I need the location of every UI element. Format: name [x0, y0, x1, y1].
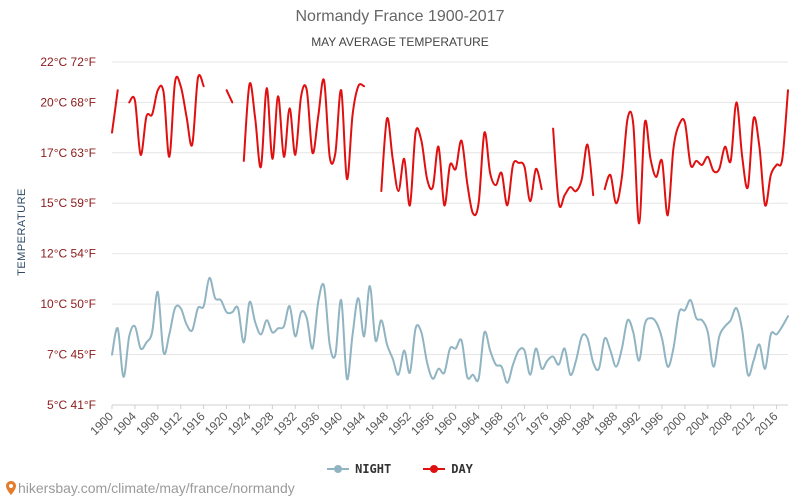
location-pin-icon — [6, 481, 16, 495]
x-tick-label: 1928 — [248, 409, 277, 438]
x-tick-label: 1908 — [133, 409, 162, 438]
x-tick-label: 1992 — [614, 409, 643, 438]
series-line-day — [111, 89, 119, 134]
series-line-day — [552, 127, 595, 209]
x-tick-label: 2000 — [660, 409, 689, 438]
x-tick-label: 2004 — [683, 409, 712, 438]
legend: NIGHT DAY — [0, 462, 800, 476]
x-tick-label: 1936 — [294, 409, 323, 438]
chart-title: Normandy France 1900-2017 — [295, 8, 505, 25]
x-tick-label: 1924 — [225, 409, 254, 438]
y-tick-label: 15°C 59°F — [40, 196, 96, 210]
x-tick-label: 1912 — [156, 409, 185, 438]
source-text: hikersbay.com/climate/may/france/normand… — [18, 480, 295, 496]
source-link[interactable]: hikersbay.com/climate/may/france/normand… — [6, 480, 295, 496]
x-tick-label: 1980 — [546, 409, 575, 438]
x-tick-label: 1948 — [362, 409, 391, 438]
x-tick-label: 1952 — [385, 409, 414, 438]
x-tick-label: 1904 — [110, 409, 139, 438]
x-tick-label: 1976 — [523, 409, 552, 438]
legend-item-day[interactable]: DAY — [423, 462, 473, 476]
legend-label-night: NIGHT — [355, 462, 392, 476]
series-line-day — [603, 89, 789, 225]
y-tick-label: 20°C 68°F — [40, 95, 96, 109]
series-line-day — [225, 89, 234, 104]
x-tick-label: 1972 — [500, 409, 529, 438]
x-tick-label: 1932 — [271, 409, 300, 438]
y-tick-label: 12°C 54°F — [40, 247, 96, 261]
series-line-night — [111, 276, 789, 384]
chart-subtitle: MAY AVERAGE TEMPERATURE — [311, 35, 489, 49]
x-tick-label: 1960 — [431, 409, 460, 438]
y-tick-label: 10°C 50°F — [40, 297, 96, 311]
y-tick-label: 5°C 41°F — [47, 398, 96, 412]
x-tick-label: 1956 — [408, 409, 437, 438]
x-tick-label: 1988 — [591, 409, 620, 438]
x-tick-label: 1996 — [637, 409, 666, 438]
legend-marker-day-icon — [423, 464, 446, 474]
y-tick-label: 7°C 45°F — [47, 348, 96, 362]
legend-label-day: DAY — [451, 462, 473, 476]
x-tick-label: 1900 — [87, 409, 116, 438]
x-tick-label: 1916 — [179, 409, 208, 438]
x-tick-label: 2012 — [729, 409, 758, 438]
legend-item-night[interactable]: NIGHT — [327, 462, 391, 476]
x-tick-label: 1940 — [316, 409, 345, 438]
x-tick-label: 2008 — [706, 409, 735, 438]
series-line-day — [128, 74, 205, 158]
x-tick-label: 2016 — [752, 409, 781, 438]
x-tick-label: 1964 — [454, 409, 483, 438]
series-line-day — [380, 117, 543, 217]
x-tick-label: 1944 — [339, 409, 368, 438]
x-tick-label: 1968 — [477, 409, 506, 438]
legend-marker-night-icon — [327, 464, 350, 474]
x-tick-label: 1984 — [569, 409, 598, 438]
y-axis-label: TEMPERATURE — [16, 188, 28, 276]
x-tick-label: 1920 — [202, 409, 231, 438]
y-tick-label: 22°C 72°F — [40, 55, 96, 69]
y-tick-label: 17°C 63°F — [40, 146, 96, 160]
series-line-day — [242, 78, 366, 181]
